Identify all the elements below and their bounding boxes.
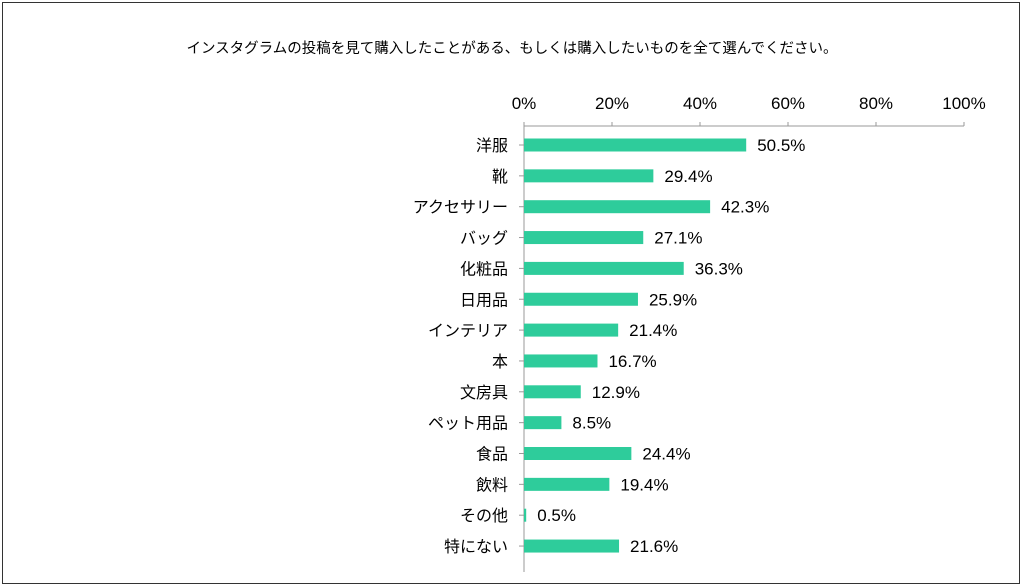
data-label: 21.6% — [630, 537, 678, 556]
bar — [524, 200, 711, 214]
category-label: 靴 — [492, 167, 508, 186]
data-label: 50.5% — [757, 136, 805, 155]
x-tick-label: 60% — [771, 94, 805, 113]
data-label: 0.5% — [537, 506, 576, 525]
chart-title: インスタグラムの投稿を見て購入したことがある、もしくは購入したいものを全て選んで… — [186, 41, 838, 57]
bar — [524, 323, 619, 337]
x-tick-label: 100% — [942, 94, 985, 113]
data-label: 16.7% — [608, 352, 656, 371]
data-label: 21.4% — [629, 321, 677, 340]
x-tick-label: 0% — [512, 94, 537, 113]
data-label: 27.1% — [654, 229, 702, 248]
category-label: 日用品 — [460, 290, 508, 309]
category-label: 食品 — [476, 445, 508, 464]
category-label: 化粧品 — [460, 259, 508, 278]
data-label: 8.5% — [572, 414, 611, 433]
category-label: インテリア — [428, 321, 508, 340]
bar — [524, 231, 644, 245]
data-label: 24.4% — [642, 445, 690, 464]
data-label: 12.9% — [592, 383, 640, 402]
bar — [524, 261, 684, 275]
bar — [524, 539, 620, 553]
category-label: その他 — [460, 506, 508, 525]
data-label: 36.3% — [695, 259, 743, 278]
category-label: 文房具 — [460, 383, 508, 402]
data-label: 19.4% — [620, 475, 668, 494]
bar — [524, 508, 527, 522]
category-label: 本 — [492, 352, 508, 371]
bar — [524, 416, 562, 430]
category-label: 洋服 — [476, 136, 508, 155]
bar — [524, 292, 638, 306]
bar — [524, 385, 581, 399]
category-label: バッグ — [460, 229, 508, 248]
data-label: 42.3% — [721, 198, 769, 217]
data-label: 29.4% — [664, 167, 712, 186]
bar — [524, 447, 632, 460]
bar — [524, 354, 598, 368]
bar — [524, 169, 654, 183]
category-label: ペット用品 — [428, 414, 508, 433]
x-tick-label: 80% — [859, 94, 893, 113]
bar — [524, 477, 610, 491]
bar — [524, 138, 747, 152]
category-label: 飲料 — [476, 475, 508, 494]
data-label: 25.9% — [649, 290, 697, 309]
category-label: 特にない — [444, 537, 508, 556]
x-tick-label: 20% — [595, 94, 629, 113]
x-tick-label: 40% — [683, 94, 717, 113]
category-label: アクセサリー — [413, 198, 508, 217]
